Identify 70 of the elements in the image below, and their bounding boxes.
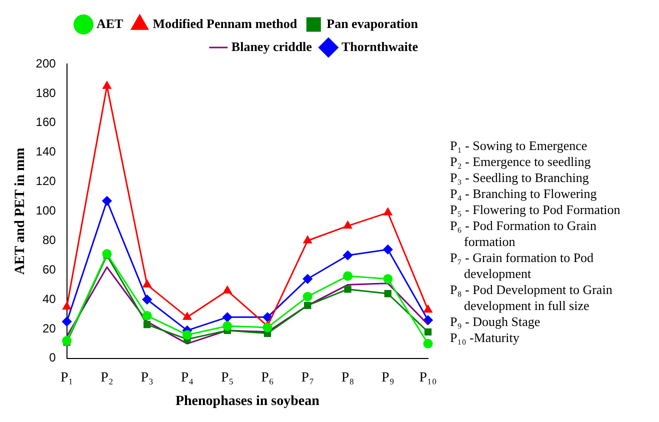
point (142, 280, 152, 288)
point (62, 302, 72, 310)
y-tick-label: 200 (36, 56, 56, 70)
point (144, 320, 151, 328)
point (222, 321, 232, 331)
y-tick-label: 120 (36, 174, 56, 188)
x-tick-label: P₁ (60, 370, 74, 386)
point (262, 322, 272, 332)
y-tick-label: 160 (36, 115, 56, 130)
x-tick-label: P₂ (100, 370, 114, 386)
point (423, 338, 433, 348)
point (102, 249, 112, 259)
x-tick-label: P₆ (261, 370, 274, 386)
point (344, 286, 352, 293)
y-tick-label: 100 (36, 204, 56, 218)
y-tick-label: 140 (36, 144, 56, 159)
point (304, 302, 312, 309)
x-tick-label: P₁₀ (419, 370, 437, 386)
point (383, 244, 393, 254)
point (424, 328, 432, 336)
x-tick-label: P₉ (382, 370, 394, 386)
text: P₁₀ -Maturity (450, 330, 520, 346)
y-tick-label: 80 (42, 232, 56, 247)
y-tick-label: 20 (42, 321, 56, 336)
legend-label: Thornthwaite (341, 38, 418, 54)
text: P₆ - Pod Formation to Grain formation (450, 218, 598, 250)
y-tick-label: 0 (49, 350, 56, 365)
point (344, 221, 352, 229)
x-tick-label: P₃ (140, 370, 154, 386)
text: P₇ - Grain formation to Pod development (450, 250, 595, 282)
text: P₄ - Branching to Flowering (450, 186, 598, 202)
point (342, 271, 352, 281)
text: P₉ - Dough Stage (450, 314, 542, 330)
y-tick-label: 60 (42, 262, 56, 276)
point (222, 312, 232, 322)
text: P₈ - Pod Development to Grain development in full size (450, 282, 614, 314)
point (182, 330, 192, 340)
point (262, 312, 272, 322)
point (384, 208, 392, 216)
point (302, 292, 312, 302)
legend-label: AET (96, 16, 124, 31)
x-tick-label: P₈ (341, 370, 354, 386)
point (142, 310, 152, 320)
point (384, 290, 392, 298)
point (102, 81, 112, 89)
x-tick-label: P₅ (221, 370, 234, 386)
point (102, 196, 112, 206)
point (62, 336, 72, 346)
point (342, 250, 352, 260)
text: P₁ - Sowing to Emergence (450, 138, 588, 154)
x-tick-label: P₇ (301, 370, 314, 386)
point (223, 286, 232, 294)
y-tick-label: 180 (36, 86, 56, 100)
point (302, 274, 312, 284)
text: P₂ - Emergence to seedling (450, 154, 592, 170)
point (383, 274, 393, 284)
x-axis-title: Phenophases in soybean (175, 394, 320, 410)
legend-label: Modified Pennam method (152, 16, 298, 31)
point (142, 294, 152, 304)
point (183, 312, 192, 320)
point (62, 316, 72, 326)
y-axis-title: AET and PET in mm (13, 147, 28, 275)
legend-label: Pan evaporation (326, 16, 419, 31)
x-tick-label: P₄ (180, 370, 194, 386)
y-tick-label: 40 (42, 292, 56, 306)
point (303, 236, 312, 244)
point (424, 305, 432, 313)
legend-label: Blaney criddle (231, 38, 312, 54)
text: P₃ - Seedling to Branching (450, 170, 590, 186)
text: P₅ - Flowering to Pod Formation (450, 202, 622, 218)
